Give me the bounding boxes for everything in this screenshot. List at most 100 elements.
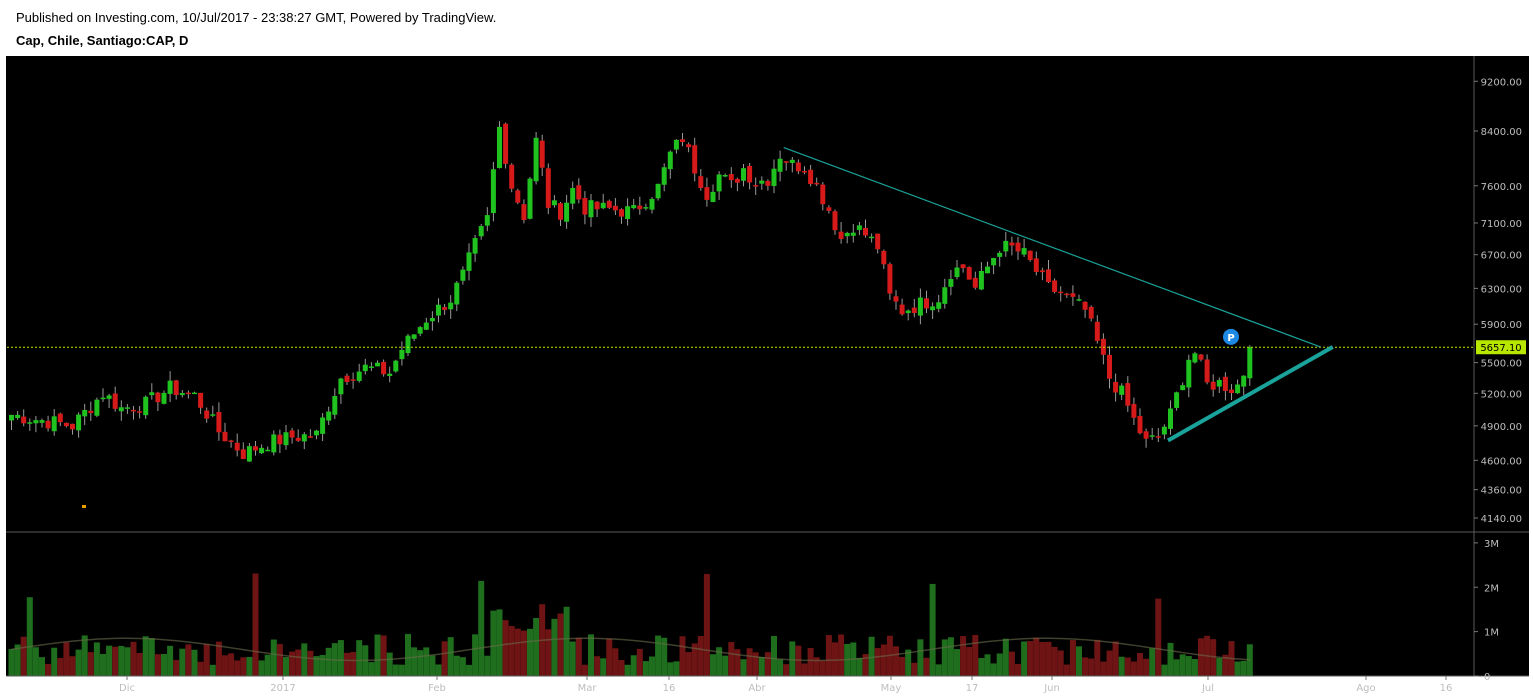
- volume-bar: [93, 642, 100, 676]
- last-price-label: 5657.10: [1480, 343, 1521, 354]
- volume-bar: [1185, 656, 1192, 676]
- candle: [576, 185, 582, 200]
- candle: [338, 378, 344, 395]
- volume-bar: [1118, 656, 1125, 676]
- volume-bar: [264, 654, 271, 676]
- time-tick-label: 17: [966, 683, 979, 694]
- volume-bar: [246, 656, 253, 676]
- candle: [429, 318, 435, 322]
- volume-bar: [405, 633, 411, 676]
- volume-bar: [685, 652, 692, 676]
- volume-bar: [301, 643, 308, 676]
- candle: [234, 442, 240, 451]
- candle: [832, 211, 838, 231]
- candle: [1168, 408, 1173, 429]
- candle: [1064, 293, 1070, 296]
- volume-bar: [954, 649, 960, 676]
- candle: [594, 201, 600, 210]
- candle: [381, 361, 387, 375]
- volume-pane[interactable]: [8, 573, 1253, 676]
- volume-bar: [1234, 661, 1241, 676]
- volume-bar: [295, 649, 302, 676]
- volume-bar: [1222, 654, 1229, 676]
- price-tick-label: 9200.00: [1481, 77, 1522, 88]
- volume-bar: [435, 664, 442, 676]
- candle: [1155, 436, 1161, 438]
- volume-bar: [57, 657, 64, 676]
- volume-bar: [283, 657, 289, 676]
- candle: [460, 269, 466, 281]
- candle: [978, 270, 984, 290]
- candle: [887, 264, 893, 294]
- candle: [960, 264, 966, 269]
- candle: [899, 304, 905, 315]
- price-tick-label: 8400.00: [1481, 127, 1522, 138]
- volume-bar: [1002, 638, 1009, 676]
- time-tick-label: Mar: [578, 683, 598, 694]
- event-marker[interactable]: [1223, 328, 1239, 345]
- volume-bar: [258, 660, 265, 676]
- volume-bar: [81, 635, 88, 676]
- candle: [954, 267, 960, 278]
- candle: [253, 446, 258, 451]
- time-tick-label: Ago: [1356, 683, 1375, 694]
- dividend-marker: [82, 505, 86, 508]
- time-axis[interactable]: Dic 2017 Feb Mar 16 Abr May 17 Jun Jul Ago 16: [119, 676, 1452, 694]
- candle: [1247, 347, 1253, 379]
- candle: [39, 420, 45, 423]
- candle: [222, 431, 228, 442]
- candle: [795, 162, 801, 172]
- candle: [1192, 353, 1198, 363]
- candle: [63, 422, 69, 427]
- volume-bar: [929, 583, 936, 676]
- candle: [124, 407, 130, 409]
- candle: [1015, 242, 1021, 252]
- volume-bar: [45, 664, 52, 676]
- volume-bar: [746, 648, 753, 676]
- volume-bar: [459, 657, 466, 676]
- price-tick-label: 7600.00: [1481, 182, 1522, 193]
- candle: [863, 228, 868, 236]
- candle: [802, 170, 807, 173]
- candle: [606, 200, 612, 208]
- candle: [210, 414, 216, 416]
- candle: [515, 190, 521, 203]
- candle: [1204, 359, 1210, 383]
- support-trendline[interactable]: [1167, 345, 1334, 443]
- candle: [82, 409, 88, 417]
- candle: [344, 375, 350, 382]
- resistance-trendline[interactable]: [783, 146, 1321, 348]
- volume-tick-label: 3M: [1484, 539, 1499, 550]
- volume-bar: [1033, 637, 1040, 676]
- candle: [612, 205, 618, 211]
- candle: [265, 449, 271, 452]
- candle: [753, 185, 759, 187]
- volume-bar: [624, 664, 631, 676]
- volume-bar: [319, 654, 326, 676]
- candle: [1082, 301, 1088, 310]
- candle: [826, 207, 832, 211]
- candle: [771, 168, 777, 187]
- volume-bar: [276, 644, 283, 676]
- chart-header: Published on Investing.com, 10/Jul/2017 …: [0, 0, 1533, 56]
- candle: [1216, 379, 1222, 387]
- volume-bar: [911, 662, 918, 676]
- candle: [131, 409, 136, 412]
- volume-bar: [478, 580, 485, 676]
- volume-bar: [203, 644, 210, 676]
- candle: [454, 282, 460, 305]
- volume-bar: [832, 642, 838, 676]
- volume-bar: [594, 656, 601, 676]
- candle: [1174, 392, 1180, 408]
- volume-bar: [39, 657, 45, 676]
- volume-bar: [161, 653, 167, 676]
- candle: [1088, 306, 1094, 319]
- candle: [350, 379, 356, 381]
- price-pane[interactable]: P: [7, 121, 1474, 508]
- chart-area[interactable]: P 9200.00 8400.00 7600.00 7100.00 6700.00 630…: [0, 56, 1533, 700]
- candle: [448, 302, 454, 310]
- candle: [545, 168, 551, 208]
- candle: [436, 304, 441, 316]
- candle: [1021, 248, 1027, 255]
- volume-bar: [496, 609, 503, 676]
